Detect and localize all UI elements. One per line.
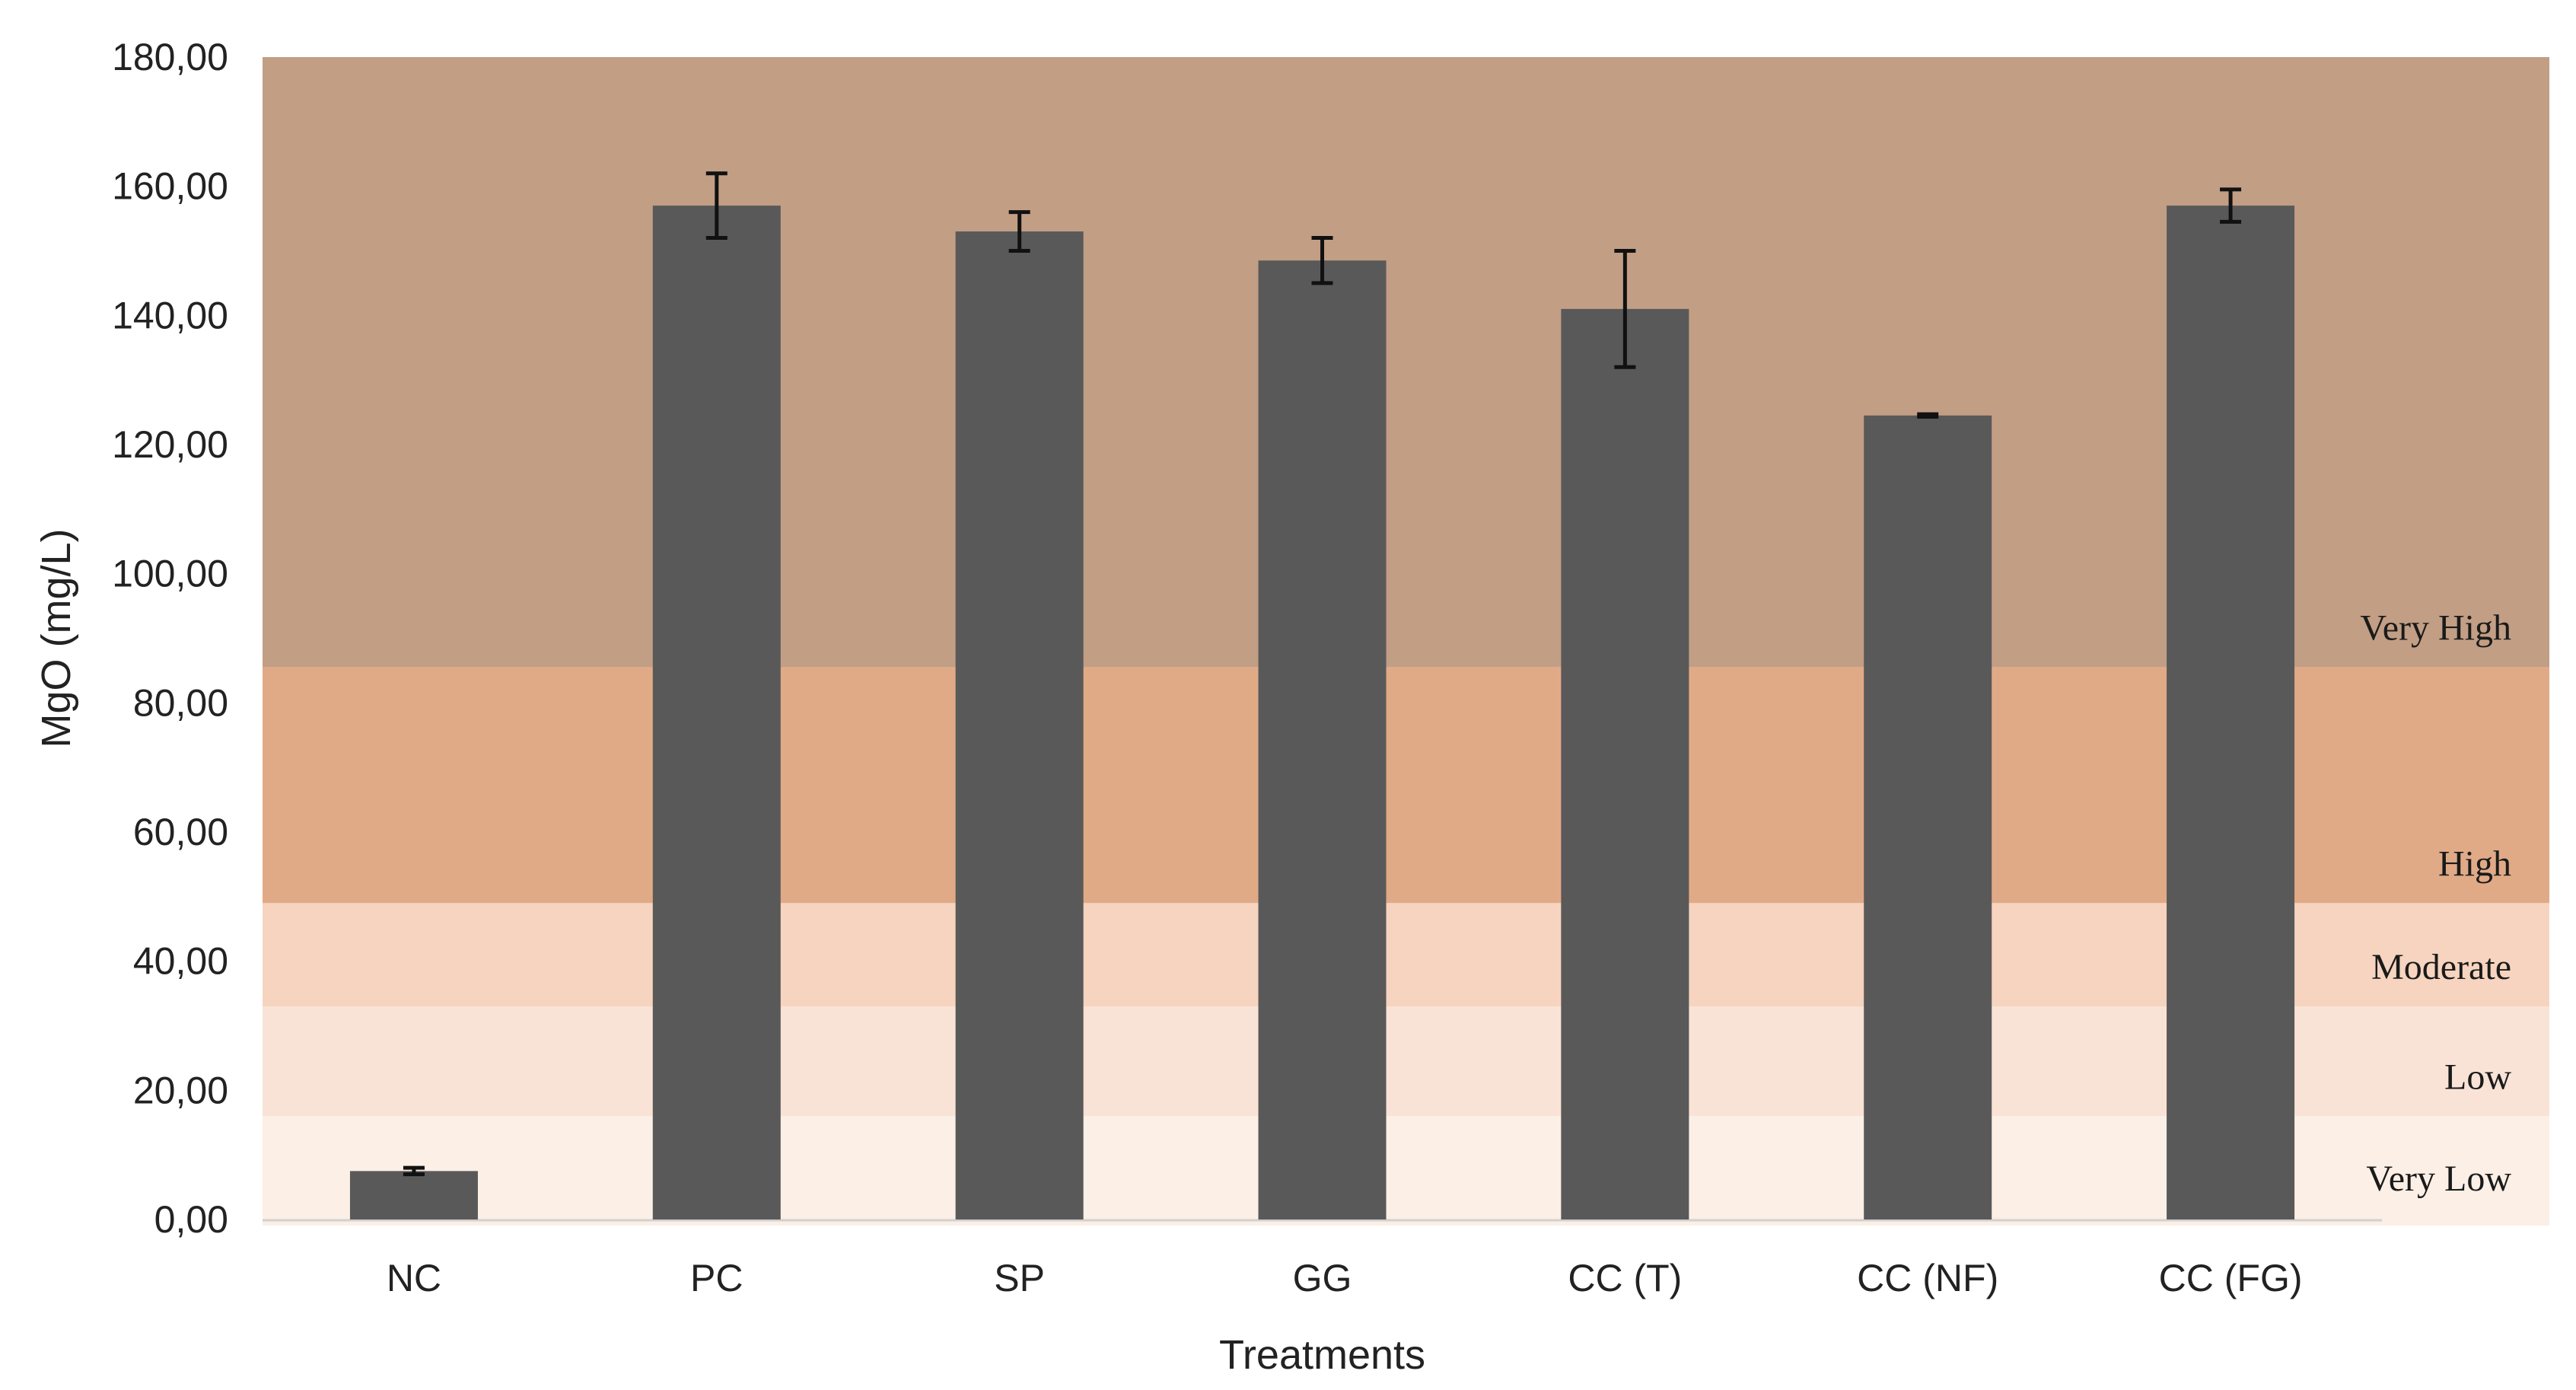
bar: [955, 231, 1084, 1219]
category-label: PC: [690, 1257, 743, 1299]
error-bar: [1614, 249, 1636, 369]
y-tick-label: 140,00: [112, 294, 228, 336]
band-label-very-high: Very High: [2360, 608, 2511, 649]
error-bar: [1008, 210, 1030, 253]
band-label-layer: Very Low Low Moderate High Very High: [2360, 608, 2511, 1199]
error-bar: [1917, 412, 1939, 419]
y-tick-label: 0,00: [154, 1198, 228, 1241]
category-label: CC (NF): [1857, 1257, 1998, 1299]
category-label: CC (T): [1568, 1257, 1682, 1299]
error-bar: [2220, 187, 2242, 224]
y-tick-label: 80,00: [133, 681, 228, 724]
x-axis-title: Treatments: [1219, 1332, 1425, 1378]
category-label: SP: [994, 1257, 1045, 1299]
bar-layer: [349, 206, 2295, 1220]
y-tick-label: 40,00: [133, 940, 228, 983]
bar: [2167, 206, 2295, 1219]
category-label: GG: [1293, 1257, 1352, 1299]
bar: [349, 1171, 478, 1219]
error-bar-layer: [403, 171, 2242, 1177]
category-label: NC: [387, 1257, 441, 1299]
error-bar: [403, 1165, 425, 1177]
bar: [1864, 415, 1992, 1220]
band-label-low: Low: [2444, 1057, 2511, 1097]
y-tick-label: 20,00: [133, 1069, 228, 1111]
category-label: CC (FG): [2159, 1257, 2303, 1299]
band-label-high: High: [2438, 843, 2511, 884]
band-label-moderate: Moderate: [2371, 947, 2511, 987]
y-tick-label: 180,00: [112, 36, 228, 78]
bar: [652, 206, 781, 1219]
y-tick-label: 100,00: [112, 553, 228, 595]
y-tick-label: 120,00: [112, 423, 228, 466]
bar: [1258, 260, 1387, 1220]
y-tick-label: 160,00: [112, 165, 228, 208]
category-labels: NC PC SP GG CC (T) CC (NF) CC (FG): [387, 1257, 2303, 1299]
bar: [1561, 308, 1689, 1220]
error-bar: [1311, 236, 1333, 285]
error-bar: [705, 171, 728, 241]
y-tick-labels: 0,00 20,00 40,00 60,00 80,00 100,00 120,00 140,…: [112, 36, 228, 1241]
y-tick-label: 60,00: [133, 811, 228, 853]
y-axis-title: MgO (mg/L): [33, 528, 79, 748]
band-label-very-low: Very Low: [2366, 1159, 2511, 1199]
